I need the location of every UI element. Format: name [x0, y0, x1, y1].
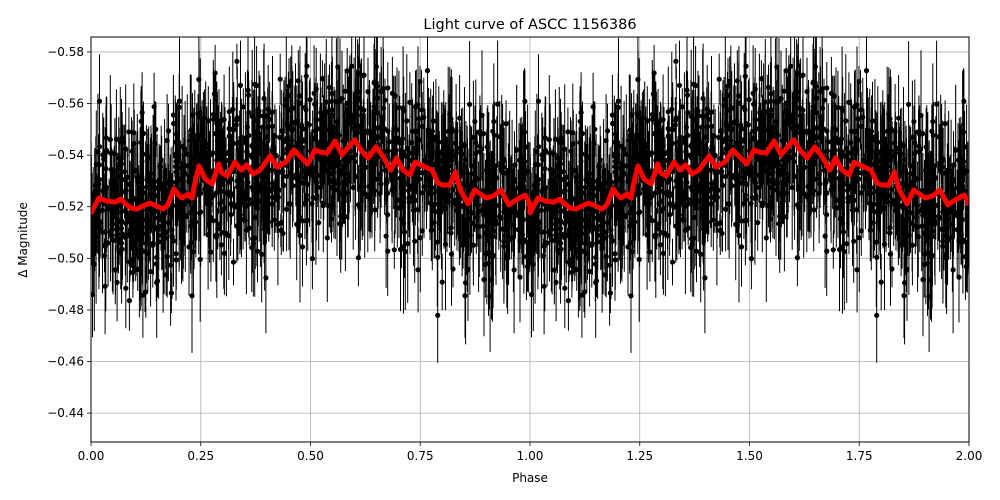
model-curve: [91, 137, 969, 216]
y-tick-label: −0.52: [47, 200, 84, 214]
y-tick-label: −0.48: [47, 303, 84, 317]
x-tick-label: 2.00: [956, 449, 983, 463]
y-tick-label: −0.44: [47, 406, 84, 420]
x-tick-label: 0.50: [297, 449, 324, 463]
x-axis-label: Phase: [512, 471, 548, 485]
x-tick-label: 1.25: [626, 449, 653, 463]
x-axis: 0.00 0.25 0.50 0.75 1.00 1.25 1.50 1.75 2.00: [78, 442, 983, 463]
y-axis-label: Δ Magnitude: [16, 202, 30, 278]
plot-area: [90, 36, 970, 443]
y-tick-label: −0.58: [47, 45, 84, 59]
x-tick-label: 0.75: [407, 449, 434, 463]
chart-title: Light curve of ASCC 1156386: [423, 17, 636, 33]
x-tick-label: 1.00: [517, 449, 544, 463]
y-tick-label: −0.54: [47, 148, 84, 162]
x-tick-label: 0.00: [78, 449, 105, 463]
x-tick-label: 0.25: [187, 449, 214, 463]
y-tick-label: −0.50: [47, 251, 84, 265]
y-tick-label: −0.46: [47, 355, 84, 369]
x-tick-label: 1.50: [736, 449, 763, 463]
observation-points: [91, 58, 969, 318]
y-tick-label: −0.56: [47, 97, 84, 111]
x-tick-label: 1.75: [846, 449, 873, 463]
y-axis: −0.58 −0.56 −0.54 −0.52 −0.50 −0.48 −0.46 −0.44: [47, 45, 91, 420]
